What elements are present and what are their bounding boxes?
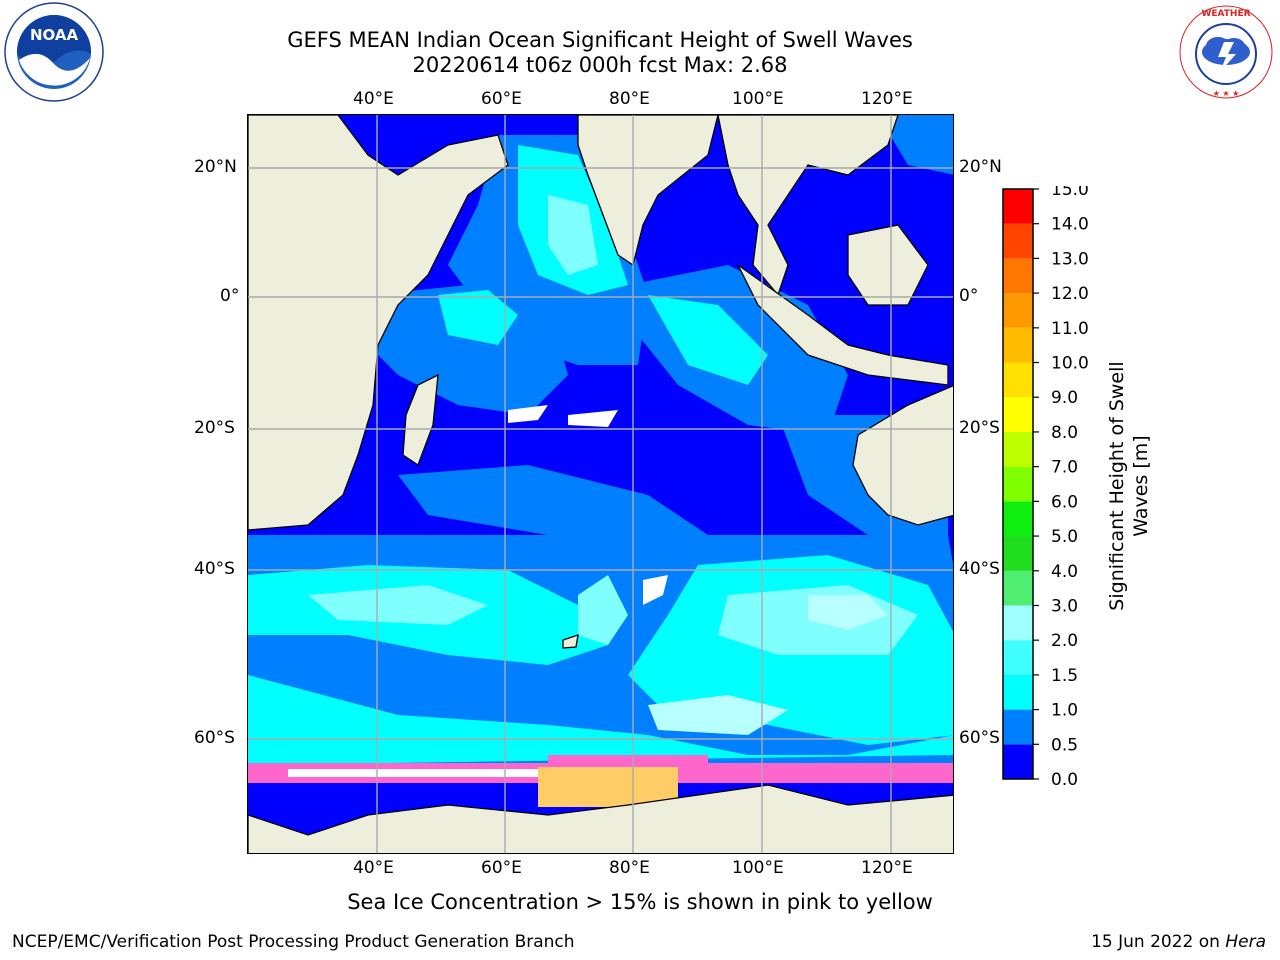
colorbar-tick-label: 15.0 [1051, 186, 1089, 200]
lat-tick-left: 0° [220, 286, 240, 306]
lon-tick-top: 60°E [481, 89, 522, 109]
colorbar-tick-label: 6.0 [1051, 492, 1078, 512]
lon-tick-top: 100°E [732, 89, 784, 109]
colorbar-segment [1003, 258, 1033, 294]
lat-tick-right: 20°N [959, 157, 1002, 177]
colorbar: 0.0 0.5 1.0 1.5 2.0 3.0 4.0 5.0 6.0 7.0 8.0 9.0 10.0… [1002, 186, 1089, 786]
lon-tick-bottom: 40°E [353, 858, 394, 878]
colorbar-tick-label: 3.0 [1051, 596, 1078, 616]
colorbar-segment [1003, 709, 1033, 745]
colorbar-segment [1003, 744, 1033, 779]
title-line-2: 20220614 t06z 000h fcst Max: 2.68 [412, 53, 788, 77]
colorbar-tick-label: 8.0 [1051, 423, 1078, 443]
footer-date-text: 15 Jun 2022 on [1091, 932, 1220, 952]
footer-machine: Hera [1225, 932, 1266, 952]
lat-tick-left: 60°S [194, 728, 235, 748]
colorbar-tick-label: 9.0 [1051, 388, 1078, 408]
colorbar-segment [1003, 397, 1033, 432]
colorbar-frame [1002, 188, 1034, 780]
lat-tick-right: 0° [959, 286, 979, 306]
colorbar-segment [1003, 536, 1033, 571]
noaa-logo-icon: NOAA [4, 2, 104, 102]
lon-tick-top: 120°E [861, 89, 913, 109]
colorbar-segment [1003, 431, 1033, 467]
colorbar-segment [1003, 223, 1033, 259]
lon-tick-bottom: 120°E [861, 858, 913, 878]
noaa-logo: NOAA [4, 2, 104, 102]
colorbar-tick-label: 10.0 [1051, 354, 1089, 374]
colorbar-tick-label: 0.0 [1051, 770, 1078, 786]
colorbar-segment [1003, 674, 1033, 710]
colorbar-segment [1003, 605, 1033, 641]
lat-tick-left: 20°N [194, 157, 237, 177]
colorbar-tick-label: 1.5 [1051, 666, 1078, 686]
colorbar-segment [1003, 570, 1033, 606]
colorbar-tick-label: 2.0 [1051, 631, 1078, 651]
masked-islands [508, 405, 668, 605]
footer-date: 15 Jun 2022 on Hera [1091, 932, 1266, 952]
swell-zone-2.0-3.0 [648, 595, 888, 735]
colorbar-tick-label: 1.0 [1051, 701, 1078, 721]
footer-branch: NCEP/EMC/Verification Post Processing Pr… [12, 932, 575, 952]
colorbar-tick-label: 7.0 [1051, 458, 1078, 478]
colorbar-segment [1003, 466, 1033, 502]
sea-ice-band [248, 755, 953, 807]
lat-tick-left: 20°S [194, 418, 235, 438]
noaa-logo-text: NOAA [30, 26, 79, 44]
colorbar-label: Significant Height of Swell Waves [m] [1105, 336, 1153, 636]
lat-tick-left: 40°S [194, 559, 235, 579]
svg-text:★ ★ ★: ★ ★ ★ [1213, 89, 1240, 98]
nws-logo-icon: WEATHER ★ ★ ★ [1178, 4, 1274, 100]
lat-tick-right: 60°S [959, 728, 1000, 748]
colorbar-segment [1003, 640, 1033, 675]
lat-tick-right: 20°S [959, 418, 1000, 438]
colorbar-tick-label: 14.0 [1051, 215, 1089, 235]
map-panel [247, 114, 954, 854]
colorbar-label-line-2: Waves [m] [1130, 435, 1152, 537]
colorbar-segment [1003, 293, 1033, 328]
svg-text:WEATHER: WEATHER [1201, 9, 1250, 19]
lon-tick-top: 40°E [353, 89, 394, 109]
colorbar-tick-label: 11.0 [1051, 319, 1089, 339]
lon-tick-bottom: 100°E [732, 858, 784, 878]
colorbar-segment [1003, 501, 1033, 537]
colorbar-tick-label: 12.0 [1051, 284, 1089, 304]
colorbar-tick-label: 4.0 [1051, 562, 1078, 582]
colorbar-segment [1003, 362, 1033, 398]
swell-height-map [248, 115, 953, 853]
colorbar-tick-label: 5.0 [1051, 527, 1078, 547]
colorbar-tick-label: 0.5 [1051, 735, 1078, 755]
title-line-1: GEFS MEAN Indian Ocean Significant Heigh… [287, 28, 913, 52]
lon-tick-bottom: 60°E [481, 858, 522, 878]
lat-tick-right: 40°S [959, 559, 1000, 579]
nws-logo: WEATHER ★ ★ ★ [1176, 2, 1276, 102]
colorbar-segment [1003, 327, 1033, 363]
land-masses [248, 115, 953, 853]
colorbar-tick-label: 13.0 [1051, 249, 1089, 269]
lon-tick-top: 80°E [609, 89, 650, 109]
colorbar-label-line-1: Significant Height of Swell [1106, 361, 1128, 611]
sea-ice-caption: Sea Ice Concentration > 15% is shown in … [347, 890, 933, 914]
chart-title: GEFS MEAN Indian Ocean Significant Heigh… [287, 28, 913, 78]
lon-tick-bottom: 80°E [609, 858, 650, 878]
map-gridlines [248, 115, 953, 853]
colorbar-segment [1003, 189, 1033, 224]
